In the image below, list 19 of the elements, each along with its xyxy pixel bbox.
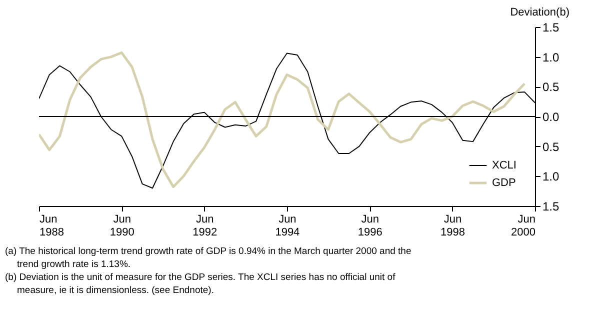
y-tick-label: 0.5 <box>542 80 560 94</box>
y-tick-label: 1.0 <box>542 50 560 64</box>
x-tick-label: Jun 1998 <box>440 214 466 238</box>
legend-label: XCLI <box>492 160 516 172</box>
y-tick-label: 1.5 <box>542 200 560 214</box>
legend-label: GDP <box>492 177 516 189</box>
y-tick-label: 1.0 <box>542 170 560 184</box>
x-tick-label: Jun 1994 <box>275 214 300 238</box>
y-tick-label: 0.0 <box>542 110 560 124</box>
text: (a) The historical long-term trend growth rate of GDP is 0.94% in the March quarter 2000 and the trend growth rate is 1.13%. <box>5 246 412 270</box>
y-tick-label: 0.5 <box>542 140 560 154</box>
x-tick-label: Jun 1990 <box>110 214 134 238</box>
x-tick-label: Jun 2000 <box>511 214 536 238</box>
x-tick-label: Jun 1996 <box>358 214 382 238</box>
x-tick-label: Jun 1992 <box>192 214 218 238</box>
y-axis-title: Deviation(b) <box>510 6 570 18</box>
x-tick-label: Jun 1988 <box>40 214 64 238</box>
text: (b) Deviation is the unit of measure for the GDP series. The XCLI series has no official unit of measure, ie it is dimensionless. (see Endnote). <box>5 272 396 296</box>
y-tick-label: 1.5 <box>542 20 560 34</box>
